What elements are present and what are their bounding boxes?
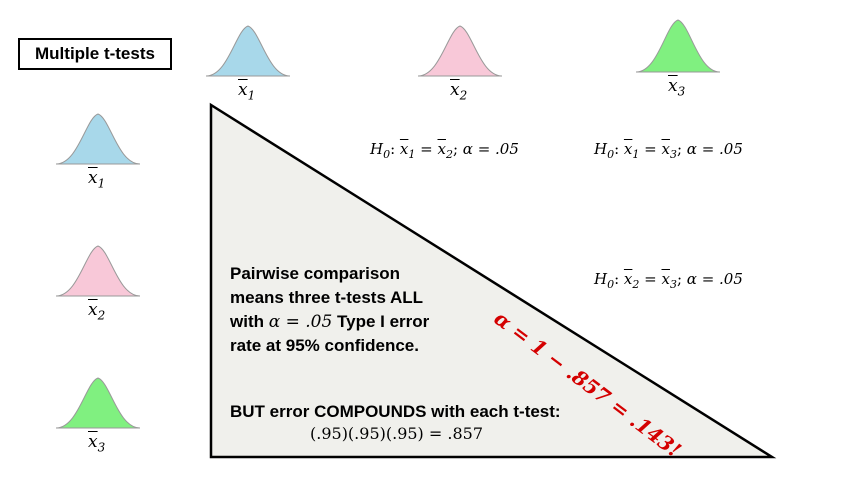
side-label-1: x1 [88,168,106,191]
pairwise-line-2: means three t-tests ALL [230,288,424,307]
curve-side-2 [55,245,141,297]
compound-text: BUT error COMPOUNDS with each t-test: [230,402,561,421]
title-text: Multiple t-tests [35,44,155,63]
side-label-2: x2 [88,300,106,323]
top-label-3: x3 [668,76,686,99]
hypothesis-1-3: H0: x1 = x3; α = .05 [594,140,743,161]
triangle [209,102,777,459]
pairwise-line-4: rate at 95% confidence. [230,336,419,355]
curve-top-2 [417,25,503,77]
hypothesis-2-3: H0: x2 = x3; α = .05 [594,270,743,291]
top-label-2: x2 [450,80,468,103]
curve-side-1 [55,113,141,165]
curve-side-3 [55,377,141,429]
curve-top-1 [205,25,291,77]
calc-text: (.95)(.95)(.95) = .857 [310,424,483,443]
pairwise-line-3: with α = .05 Type I error [230,312,430,332]
top-label-1: x1 [238,80,256,103]
side-label-3: x3 [88,432,106,455]
curve-top-3 [635,19,721,73]
pairwise-explanation: Pairwise comparison means three t-tests … [230,262,490,358]
title-box: Multiple t-tests [18,38,172,70]
hypothesis-1-2: H0: x1 = x2; α = .05 [370,140,519,161]
pairwise-line-1: Pairwise comparison [230,264,401,283]
